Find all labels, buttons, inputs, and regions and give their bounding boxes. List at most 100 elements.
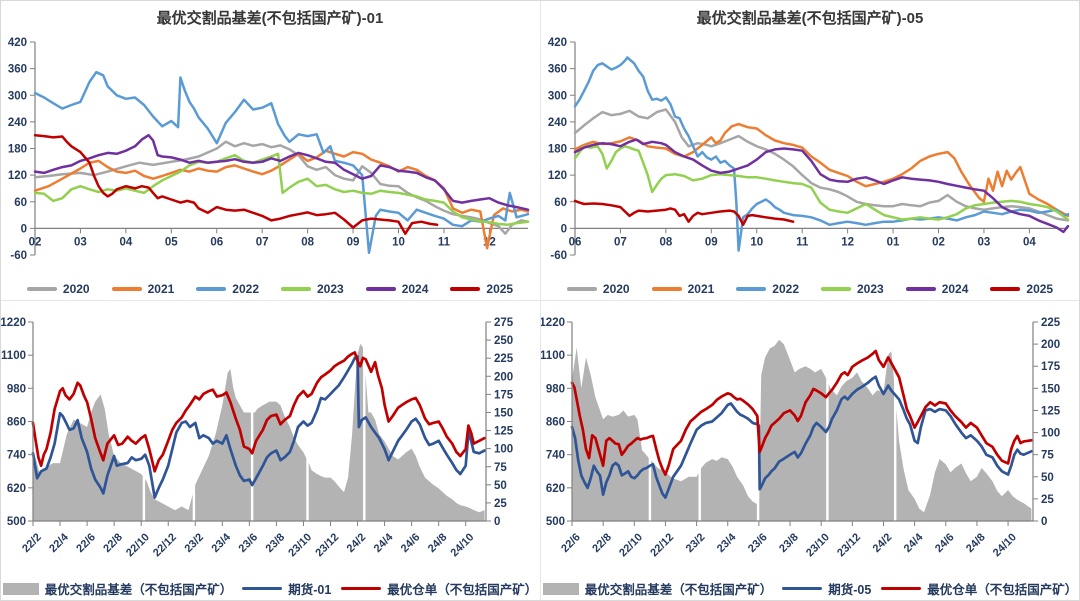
series-2025 [573, 199, 795, 227]
legend-item-3: 2023 [821, 282, 884, 296]
y-tick-label: -60 [550, 250, 567, 262]
right-y-axis: 0 25 50 75 100 125 150 175 200 225 [1032, 317, 1061, 528]
x-tick-label: 22/10 [124, 531, 152, 559]
legend-item-0: 2020 [566, 282, 630, 296]
left-y-tick-label: 740 [546, 450, 565, 462]
legend-swatch [281, 287, 311, 291]
quadrant-basis-01: -60 0 60 120 180 240 300 360 420 02 03 04 05 06 07 08 09… [0, 0, 540, 300]
legend-label: 最优仓单（不包括国产矿） [387, 583, 538, 597]
x-tick-label: 23/12 [313, 531, 341, 559]
x-tick-label: 23/4 [715, 531, 739, 555]
left-y-tick-label: 1220 [0, 317, 26, 329]
legend-label: 最优交割品基差（不包括国产矿） [44, 583, 233, 597]
legend-basis-05: 2020 2021 2022 2023 2024 2025 [540, 282, 1080, 296]
x-tick-label: 11 [438, 236, 451, 248]
legend-label: 2023 [317, 282, 344, 296]
area-gap [648, 322, 652, 521]
series-2023 [33, 152, 530, 227]
x-tick-label: 23/6 [237, 531, 261, 555]
x-tick-label: 23/8 [777, 531, 801, 555]
left-y-tick-label: 500 [546, 516, 565, 528]
x-tick-label: 24/8 [426, 531, 450, 555]
x-tick-label: 22/12 [648, 531, 676, 559]
legend-item-0: 2020 [26, 282, 90, 296]
legend-swatch [242, 586, 283, 591]
legend-swatch [782, 586, 823, 591]
series-2024 [573, 138, 1070, 234]
legend-swatch [905, 287, 936, 291]
area-series-basis [33, 343, 485, 521]
legend-label: 2020 [62, 282, 90, 296]
x-tick-label: 24/10 [449, 531, 477, 559]
x-tick-label: 12 [841, 236, 854, 248]
x-tick-label: 04 [1023, 236, 1036, 248]
legend-item-0: 最优交割品基差（不包括国产矿） [2, 579, 233, 598]
legend-item-4: 2024 [905, 282, 969, 296]
x-tick-label: 23/2 [684, 531, 708, 555]
left-y-tick-label: 860 [546, 417, 565, 429]
area-gap [826, 322, 829, 521]
right-y-tick-label: 250 [494, 335, 513, 347]
right-y-tick-label: 75 [494, 462, 507, 474]
legend-item-2: 2022 [736, 282, 799, 296]
x-tick-label: 11 [796, 236, 809, 248]
x-tick-label: 06 [569, 236, 582, 248]
legend-swatch [881, 586, 922, 591]
legend-combo-05: 最优交割品基差（不包括国产矿） 期货-05 最优仓单（不包括国产矿） [540, 579, 1080, 598]
y-tick-label: -60 [10, 250, 27, 262]
right-y-tick-label: 100 [1041, 428, 1060, 440]
row-divider [0, 300, 1080, 301]
x-tick-label: 03 [74, 236, 87, 248]
x-tick-label: 22/2 [20, 531, 44, 555]
legend-swatch [736, 287, 767, 291]
y-tick-label: 240 [548, 117, 567, 129]
legend-item-5: 2025 [990, 282, 1053, 296]
y-tick-label: 60 [14, 197, 27, 209]
series-2022 [33, 70, 530, 255]
series-2024 [33, 133, 530, 211]
left-y-tick-label: 860 [7, 417, 26, 429]
x-tick-label: 22/8 [101, 531, 125, 555]
y-tick-label: 60 [554, 197, 567, 209]
left-y-tick-label: 500 [7, 516, 26, 528]
right-y-tick-label: 175 [1041, 361, 1061, 373]
left-y-axis: 500 620 740 860 980 1100 1220 [0, 317, 34, 528]
x-tick-label: 22/4 [47, 531, 71, 555]
x-tick-label: 22/12 [151, 531, 179, 559]
x-axis: 22/6 22/8 22/10 22/12 23/2 23/4 23/6 23/8 23/10 2… [559, 520, 1033, 559]
series-2020 [573, 108, 1070, 222]
right-y-tick-label: 275 [494, 317, 514, 329]
x-tick-label: 23/10 [286, 531, 314, 559]
right-y-tick-label: 50 [1041, 472, 1054, 484]
x-tick-label: 24/8 [964, 531, 988, 555]
series-2022 [573, 56, 1070, 252]
x-tick-label: 23/12 [835, 531, 863, 559]
x-tick-label: 22/10 [617, 531, 645, 559]
x-tick-label: 24/2 [345, 531, 369, 555]
legend-label: 最优交割品基差（不包括国产矿） [584, 583, 773, 597]
legend-item-5: 2025 [450, 282, 513, 296]
right-y-tick-label: 150 [494, 407, 513, 419]
legend-swatch [990, 287, 1021, 291]
quadrant-combo-05: 500 620 740 860 980 1100 1220 0 25 50 75 100 125 150 1… [540, 300, 1080, 601]
series-2020 [33, 140, 530, 235]
legend-label: 2025 [1026, 282, 1054, 296]
legend-label: 2022 [772, 282, 799, 296]
series-2021 [33, 149, 530, 250]
right-y-tick-label: 25 [1041, 494, 1054, 506]
legend-label: 2021 [147, 282, 175, 296]
basis-05-chart-canvas: -60 0 60 120 180 240 300 360 420 06 07 08 09 10 11 12 01… [548, 37, 1070, 262]
x-tick-label: 23/10 [804, 531, 832, 559]
legend-swatch [365, 287, 396, 291]
x-axis: 06 07 08 09 10 11 12 01 02 03 04 [569, 227, 1068, 248]
series-2023 [573, 145, 1070, 221]
right-y-tick-label: 200 [494, 371, 513, 383]
left-y-tick-label: 620 [546, 483, 565, 495]
y-axis: -60 0 60 120 180 240 300 360 420 [548, 37, 576, 262]
x-tick-label: 03 [978, 236, 991, 248]
left-y-tick-label: 740 [7, 450, 26, 462]
legend-label: 2024 [941, 282, 969, 296]
legend-label: 2024 [401, 282, 429, 296]
legend-label: 2022 [232, 282, 259, 296]
